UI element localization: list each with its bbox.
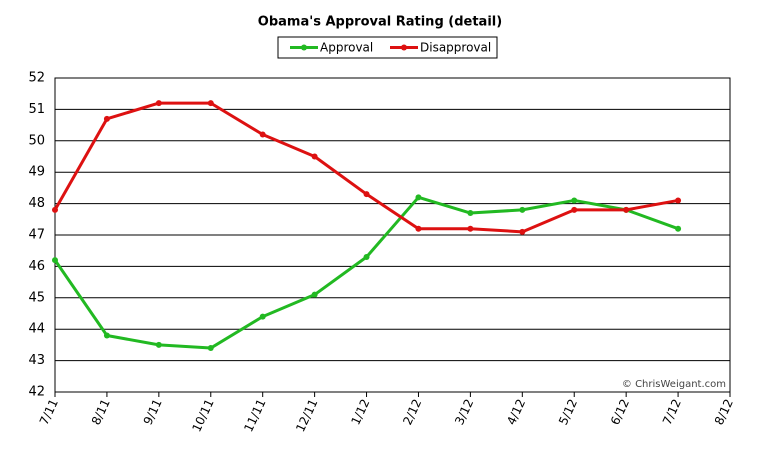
point [519, 206, 526, 213]
y-tick-label: 52 [28, 71, 45, 86]
y-tick-label: 50 [28, 133, 45, 148]
point [363, 191, 370, 198]
point [103, 332, 110, 339]
point [675, 225, 682, 232]
point [571, 206, 578, 213]
point [519, 228, 526, 235]
legend-box [277, 36, 498, 59]
point [52, 257, 58, 264]
y-tick-label: 45 [28, 290, 45, 305]
point [52, 206, 58, 213]
y-tick-label: 46 [28, 259, 45, 274]
point [467, 210, 474, 217]
watermark: © ChrisWeigant.com [622, 379, 726, 390]
legend-label: Approval [320, 41, 373, 55]
y-tick-label: 44 [28, 322, 45, 337]
y-tick-label: 43 [28, 353, 45, 368]
plot-border [54, 77, 731, 393]
legend-label: Disapproval [420, 41, 491, 55]
y-tick-label: 47 [28, 228, 45, 243]
point [415, 225, 422, 232]
y-tick-label: 49 [28, 165, 45, 180]
legend-marker [401, 44, 407, 51]
point [623, 206, 630, 213]
chart-title: Obama's Approval Rating (detail) [258, 15, 502, 30]
point [155, 341, 162, 348]
point [467, 225, 474, 232]
point [311, 153, 318, 160]
point [155, 100, 162, 107]
legend-marker [301, 44, 307, 51]
y-tick-label: 48 [28, 196, 45, 211]
point [363, 253, 370, 260]
point [675, 197, 682, 204]
point [103, 115, 110, 122]
point [415, 194, 422, 201]
point [311, 291, 318, 298]
point [259, 131, 266, 138]
point [207, 345, 214, 352]
point [207, 100, 214, 107]
y-tick-label: 51 [28, 102, 45, 117]
point [259, 313, 266, 320]
point [571, 197, 578, 204]
y-tick-label: 42 [28, 385, 45, 400]
